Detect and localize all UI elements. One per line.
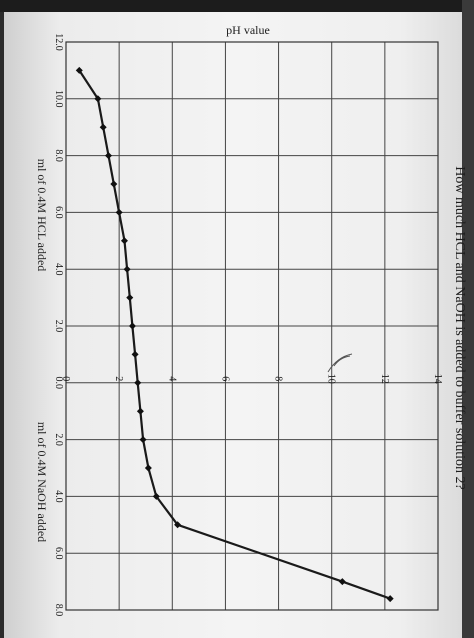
data-point	[131, 350, 139, 358]
data-point	[134, 379, 142, 387]
data-point	[126, 294, 134, 302]
data-point	[139, 436, 147, 444]
volume-tick-label: 8.0	[53, 604, 64, 617]
ph-tick-label: 12	[379, 374, 390, 384]
ph-tick-label: 6	[219, 376, 230, 381]
data-point	[136, 407, 144, 415]
ph-tick-label: 8	[273, 376, 284, 381]
ph-tick-label: 4	[166, 376, 177, 381]
data-point	[174, 521, 182, 529]
volume-tick-label: 4.0	[53, 263, 64, 276]
volume-tick-label: 6.0	[53, 547, 64, 560]
volume-tick-label: 0.0	[53, 377, 64, 390]
data-markers	[75, 66, 394, 603]
volume-tick-label: 4.0	[53, 490, 64, 503]
grid	[65, 41, 439, 611]
ph-tick-label: 10	[326, 374, 337, 384]
plot-frame	[65, 41, 439, 611]
data-point	[120, 237, 128, 245]
data-point	[110, 180, 118, 188]
pencil-scribble	[327, 353, 353, 373]
data-point	[128, 322, 136, 330]
photo-background	[4, 0, 470, 638]
volume-tick-label: 2.0	[53, 320, 64, 333]
data-point	[75, 66, 83, 74]
ph-tick-labels: 0 2 4 6 8 10 12 14	[60, 374, 443, 384]
volume-tick-labels: 12.0 10.0 8.0 6.0 4.0 2.0 0.0 2.0 4.0 6.0 8.0	[53, 33, 64, 616]
volume-tick-label: 10.0	[53, 90, 64, 108]
data-point	[144, 464, 152, 472]
volume-tick-label: 12.0	[53, 33, 64, 51]
data-point	[99, 123, 107, 131]
naoh-axis-label: ml of 0.4M NaOH added	[35, 422, 49, 542]
dark-top-edge	[0, 0, 474, 12]
ph-axis-label: pH value	[226, 23, 270, 37]
data-point	[123, 265, 131, 273]
data-point	[115, 208, 123, 216]
chart-title: How much HCL and NaOH is added to buffer…	[452, 166, 467, 490]
data-point	[105, 152, 113, 160]
data-point	[94, 95, 102, 103]
volume-tick-label: 2.0	[53, 433, 64, 446]
ph-tick-label: 0	[60, 376, 71, 381]
ph-tick-label: 14	[432, 374, 443, 384]
volume-tick-label: 6.0	[53, 206, 64, 219]
data-point	[338, 578, 346, 586]
data-point	[152, 492, 160, 500]
dark-right-edge	[462, 0, 474, 638]
hcl-axis-label: ml of 0.4M HCL added	[35, 159, 49, 272]
titration-curve-line	[78, 69, 391, 600]
ph-tick-label: 2	[113, 376, 124, 381]
volume-tick-label: 8.0	[53, 149, 64, 162]
data-point	[386, 595, 394, 603]
